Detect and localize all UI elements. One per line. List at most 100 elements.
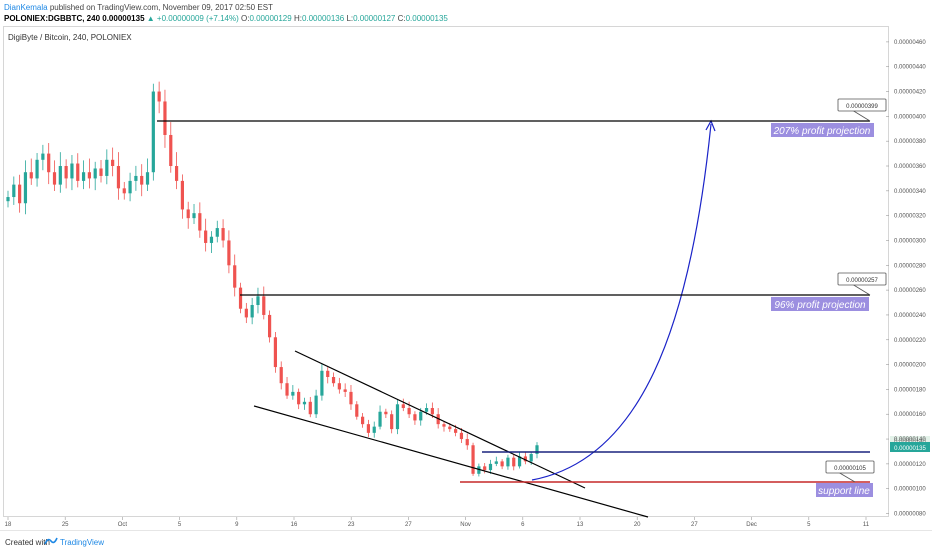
label-96: 96% profit projection xyxy=(774,300,866,311)
candle-body xyxy=(523,456,527,462)
label-207: 207% profit projection xyxy=(773,126,871,137)
candle-body xyxy=(267,314,272,338)
candle-body xyxy=(506,457,510,467)
candle-body xyxy=(331,376,336,384)
tradingview-logo-icon xyxy=(44,537,58,545)
candle-body xyxy=(244,308,248,318)
chart-frame[interactable] xyxy=(3,26,889,517)
y-axis[interactable]: 0.00000460 0.00000440 0.00000420 0.00000400… xyxy=(886,40,926,518)
y-tick-label: 0.00000200 xyxy=(894,363,926,369)
candle-body xyxy=(58,166,62,185)
candle-body xyxy=(122,188,126,194)
candle-body xyxy=(76,163,80,181)
near-price-badge xyxy=(890,436,930,445)
candle-body xyxy=(279,367,283,384)
candle-body xyxy=(500,461,504,467)
candle-body xyxy=(448,426,452,430)
candle-body xyxy=(401,404,405,409)
x-tick-label: 5 xyxy=(178,522,182,528)
low-value: 0.00000127 xyxy=(353,14,396,23)
y-tick-label: 0.00000300 xyxy=(894,238,926,244)
candle-body xyxy=(262,296,266,315)
candle-body xyxy=(256,296,260,306)
candle-body xyxy=(337,383,341,390)
y-tick-label: 0.00000100 xyxy=(894,487,926,493)
y-tick-label: 0.00000180 xyxy=(894,387,926,393)
channel-upper-line[interactable] xyxy=(294,350,586,489)
current-price-text: 0.00000135 xyxy=(894,446,926,452)
y-tick-label: 0.00000380 xyxy=(894,139,926,145)
candle-body xyxy=(180,180,184,210)
candle-body xyxy=(47,153,51,173)
x-tick-label: 20 xyxy=(634,522,641,528)
candle-body xyxy=(12,184,16,198)
candle-body xyxy=(174,166,179,181)
candle-body xyxy=(465,439,469,446)
x-axis[interactable]: 18 25 Oct 5 9 16 23 27 Nov 6 13 20 27 Dec 5 11 xyxy=(5,517,870,528)
channel-lower-line[interactable] xyxy=(253,405,649,518)
high-label: H: xyxy=(293,14,302,23)
candle-body xyxy=(221,228,225,241)
header: DianKemala published on TradingView.com,… xyxy=(0,0,932,26)
close-value: 0.00000135 xyxy=(405,14,448,23)
candle-body xyxy=(227,240,231,266)
candle-body xyxy=(413,414,417,421)
y-tick-label: 0.00000440 xyxy=(894,65,926,71)
candle-body xyxy=(285,383,289,396)
candle-body xyxy=(145,172,150,185)
last-price: 0.00000135 xyxy=(102,14,145,23)
x-tick-label: 9 xyxy=(235,522,239,528)
candle-body xyxy=(105,159,109,176)
author-link[interactable]: DianKemala xyxy=(4,3,48,12)
candle-body xyxy=(52,172,57,185)
candle-body xyxy=(87,172,91,179)
candle-body xyxy=(273,337,278,368)
tradingview-brand[interactable]: TradingView xyxy=(60,538,105,547)
candle-body xyxy=(494,461,498,464)
y-tick-label: 0.00000280 xyxy=(894,263,926,269)
candle-body xyxy=(140,175,144,185)
candle-body xyxy=(355,404,359,417)
y-tick-label: 0.00000340 xyxy=(894,189,926,195)
candle-body xyxy=(64,166,68,179)
x-tick-label: Nov xyxy=(460,522,471,528)
candle-body xyxy=(442,424,446,427)
y-tick-label: 0.00000320 xyxy=(894,214,926,220)
candle-body xyxy=(308,401,312,415)
candle-body xyxy=(477,466,481,474)
candle-body xyxy=(116,166,121,189)
y-tick-label: 0.00000360 xyxy=(894,164,926,170)
x-tick-label: Dec xyxy=(746,522,757,528)
candle-body xyxy=(378,411,382,427)
candle-body xyxy=(186,209,190,219)
high-value: 0.00000136 xyxy=(301,14,345,23)
candle-body xyxy=(535,445,539,454)
candle-body xyxy=(134,175,138,181)
candle-body xyxy=(366,424,371,433)
candle-body xyxy=(459,432,464,440)
candle-body xyxy=(488,463,493,471)
candle-body xyxy=(215,228,219,237)
candle-body xyxy=(361,416,365,425)
low-label: L: xyxy=(346,14,354,23)
candle-body xyxy=(430,408,434,415)
x-tick-label: 27 xyxy=(691,522,698,528)
label-support: support line xyxy=(818,486,870,497)
labels: 0.00000399 207% profit projection 0.0000… xyxy=(8,33,930,497)
candle-body xyxy=(291,391,295,396)
projection-curve[interactable] xyxy=(531,123,712,481)
candle-body xyxy=(151,91,155,173)
y-tick-label: 0.00000260 xyxy=(894,288,926,294)
x-tick-label: Oct xyxy=(118,522,128,528)
candle-body xyxy=(529,453,533,462)
ohlc-line: POLONIEX:DGBBTC, 240 0.00000135 ▲ +0.000… xyxy=(4,13,448,24)
y-tick-label: 0.00000220 xyxy=(894,338,926,344)
open-label: O: xyxy=(240,14,250,23)
publish-line: DianKemala published on TradingView.com,… xyxy=(4,2,273,13)
candle-body xyxy=(326,370,330,377)
label-207-group: 207% profit projection xyxy=(771,123,874,137)
candle-body xyxy=(23,172,28,204)
candle-body xyxy=(35,159,39,179)
created-with-text: Created with xyxy=(5,538,50,547)
